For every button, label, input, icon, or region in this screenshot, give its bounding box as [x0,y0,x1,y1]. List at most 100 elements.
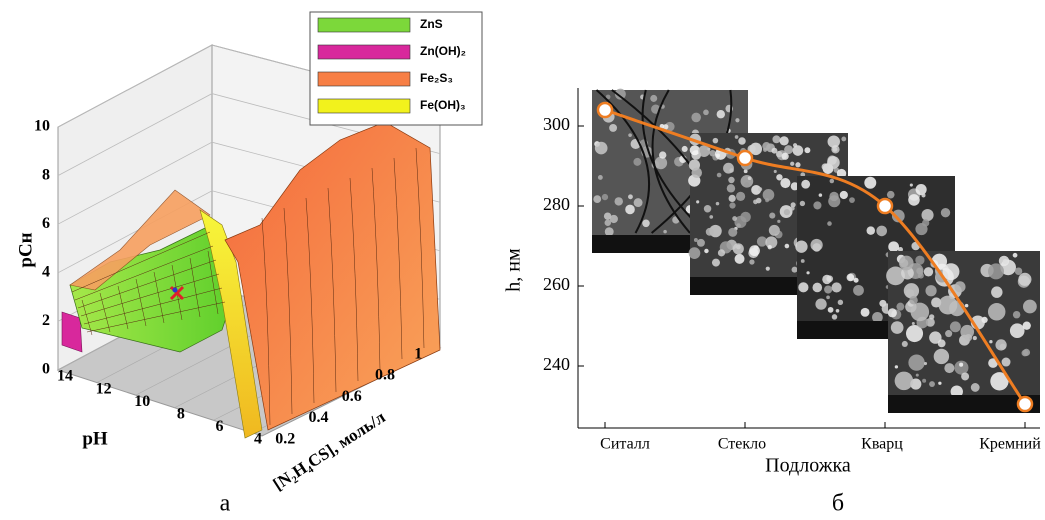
sem-grain [795,162,800,167]
sem-grain [704,205,711,212]
legend-swatch [318,45,410,59]
caption: а [220,491,231,517]
sem-grain [753,199,758,204]
sem-grain [916,184,927,195]
sem-grain [689,247,701,259]
sem-grain [628,194,633,199]
sem-grain [749,245,760,256]
sem-grain [908,354,924,370]
sem-grain [815,298,826,309]
sem-grain [929,314,934,319]
sem-grain [991,286,1002,297]
legend-label: ZnS [420,17,443,31]
sem-grain [944,363,954,373]
sem-grain [609,124,617,132]
sem-grain [779,136,788,145]
sem-grain [1013,311,1020,318]
sem-grain [776,174,782,180]
sem-grain [704,249,708,253]
sem-grain [867,226,875,234]
sem-grain [749,259,754,264]
sem-grain [938,382,941,385]
sem-grain [995,339,1006,350]
sem-grain [988,263,1004,279]
z-tick-label: 8 [42,166,50,183]
sem-grain [593,195,601,203]
y-tick-label: 240 [543,354,570,374]
sem-grain [633,158,641,166]
sem-grain [912,322,915,325]
z-axis-label: pCн [15,232,36,267]
sem-grain [614,197,622,205]
sem-grain [740,212,751,223]
sem-grain [772,226,780,234]
sem-grain [876,226,887,237]
y-tick-label: 0.8 [375,367,395,384]
y-tick-label: 0.6 [342,388,362,405]
sem-grain [1015,267,1023,275]
x-axis-label: Подложка [765,455,851,477]
data-point [598,103,612,117]
sem-grain [938,339,946,347]
sem-grain [961,372,969,380]
z-tick-label: 10 [34,118,50,135]
x-axis-label: pH [82,428,108,449]
y-tick-label: 0.2 [275,430,295,447]
sem-grain [831,282,841,292]
x-tick-label: 8 [177,406,185,423]
sem-grain [682,146,688,152]
sem-grain [729,202,735,208]
sem-grain [602,194,608,200]
legend-swatch [318,99,410,113]
sem-grain [1022,350,1029,357]
sem-grain [691,168,702,179]
sem-grain [793,143,797,147]
sem-grain [758,187,762,191]
sem-grain [830,179,835,184]
sem-grain [899,256,914,271]
sem-grain [735,118,739,122]
sem-grain [696,200,699,203]
sem-grain [744,182,749,187]
sem-grain [909,296,917,304]
sem-grain [836,309,840,313]
sem-grain [738,137,746,145]
sem-grain [790,162,794,166]
sem-grain [941,208,950,217]
sem-grain [950,321,961,332]
sem-grain [828,135,840,147]
sem-grain [861,308,870,317]
sem-grain [792,267,798,273]
sem-grain [849,197,855,203]
sem-grain [965,304,969,308]
sem-grain [772,135,780,143]
sem-grain [924,267,933,276]
sem-grain [728,228,737,237]
sem-grain [748,176,752,180]
y-tick-label: 0.4 [308,409,328,426]
sem-grain [829,192,838,201]
z-tick-label: 0 [42,361,50,378]
sem-grain [709,215,713,219]
sem-grain [832,314,837,319]
sem-grain [769,213,775,219]
sem-grain [910,183,913,186]
sem-grain [902,341,908,347]
sem-grain [929,381,935,387]
sem-grain [798,282,808,292]
sem-grain [735,135,739,139]
sem-grain [716,202,720,206]
sem-grain [800,201,805,206]
x-tick-label: 12 [96,380,112,397]
x-tick-label: Ситалл [600,436,650,453]
sem-grain [625,205,635,215]
sem-grain [694,238,698,242]
legend-swatch [318,72,410,86]
sem-grain [853,285,864,296]
sem-grain [595,142,608,155]
x-tick-label: 4 [254,431,262,448]
sem-grain [988,303,1006,321]
marker [173,288,178,293]
sem-grain [628,133,632,137]
y-axis-label: h, нм [503,248,525,292]
